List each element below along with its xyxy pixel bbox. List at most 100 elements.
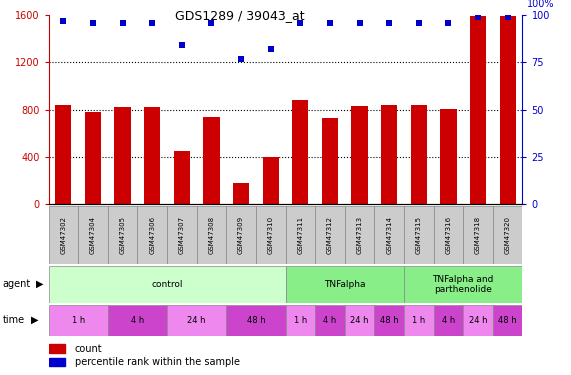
Bar bbox=[493, 206, 522, 264]
Bar bbox=[286, 266, 404, 303]
Bar bbox=[315, 305, 345, 336]
Point bbox=[266, 46, 275, 52]
Point bbox=[89, 20, 98, 26]
Bar bbox=[203, 117, 220, 204]
Bar bbox=[286, 305, 315, 336]
Bar bbox=[49, 358, 65, 366]
Bar bbox=[108, 206, 138, 264]
Bar bbox=[500, 16, 516, 204]
Text: GSM47309: GSM47309 bbox=[238, 216, 244, 254]
Bar bbox=[167, 305, 226, 336]
Bar bbox=[292, 100, 308, 204]
Bar bbox=[433, 305, 463, 336]
Point bbox=[414, 20, 423, 26]
Text: 4 h: 4 h bbox=[442, 316, 455, 325]
Point bbox=[296, 20, 305, 26]
Bar bbox=[351, 106, 368, 204]
Bar bbox=[322, 118, 338, 204]
Point bbox=[385, 20, 394, 26]
Text: GSM47307: GSM47307 bbox=[179, 216, 185, 254]
Text: 1 h: 1 h bbox=[412, 316, 425, 325]
Text: 100%: 100% bbox=[527, 0, 554, 9]
Text: ▶: ▶ bbox=[36, 279, 43, 289]
Bar bbox=[404, 266, 522, 303]
Point bbox=[355, 20, 364, 26]
Point bbox=[503, 14, 512, 20]
Bar bbox=[49, 206, 78, 264]
Text: GSM47314: GSM47314 bbox=[386, 216, 392, 254]
Bar bbox=[411, 105, 427, 204]
Point bbox=[59, 18, 68, 24]
Point bbox=[118, 20, 127, 26]
Bar bbox=[440, 108, 457, 204]
Point bbox=[473, 14, 482, 20]
Bar bbox=[463, 305, 493, 336]
Point bbox=[236, 56, 246, 62]
Text: 24 h: 24 h bbox=[469, 316, 487, 325]
Text: 48 h: 48 h bbox=[380, 316, 399, 325]
Text: 48 h: 48 h bbox=[498, 316, 517, 325]
Bar bbox=[78, 206, 108, 264]
Point bbox=[177, 42, 186, 48]
Bar bbox=[315, 206, 345, 264]
Bar bbox=[263, 157, 279, 204]
Text: GSM47308: GSM47308 bbox=[208, 216, 215, 254]
Bar bbox=[108, 305, 167, 336]
Text: percentile rank within the sample: percentile rank within the sample bbox=[75, 357, 240, 367]
Point bbox=[325, 20, 335, 26]
Text: GSM47304: GSM47304 bbox=[90, 216, 96, 254]
Bar bbox=[114, 107, 131, 204]
Text: agent: agent bbox=[3, 279, 31, 289]
Text: GSM47310: GSM47310 bbox=[268, 216, 274, 254]
Text: 1 h: 1 h bbox=[293, 316, 307, 325]
Text: TNFalpha: TNFalpha bbox=[324, 280, 365, 289]
Bar bbox=[226, 305, 286, 336]
Bar bbox=[233, 183, 249, 204]
Point bbox=[207, 20, 216, 26]
Bar bbox=[174, 151, 190, 204]
Bar bbox=[381, 105, 397, 204]
Bar bbox=[49, 344, 65, 353]
Text: GSM47305: GSM47305 bbox=[119, 216, 126, 254]
Point bbox=[148, 20, 157, 26]
Text: 1 h: 1 h bbox=[71, 316, 85, 325]
Text: GDS1289 / 39043_at: GDS1289 / 39043_at bbox=[175, 9, 305, 22]
Text: TNFalpha and
parthenolide: TNFalpha and parthenolide bbox=[433, 274, 494, 294]
Bar bbox=[49, 305, 108, 336]
Text: GSM47316: GSM47316 bbox=[445, 216, 452, 254]
Text: GSM47313: GSM47313 bbox=[356, 216, 363, 254]
Text: control: control bbox=[151, 280, 183, 289]
Text: ▶: ▶ bbox=[31, 315, 39, 325]
Bar bbox=[375, 305, 404, 336]
Point bbox=[444, 20, 453, 26]
Text: count: count bbox=[75, 344, 102, 354]
Bar bbox=[167, 206, 196, 264]
Text: GSM47311: GSM47311 bbox=[297, 216, 303, 254]
Text: GSM47320: GSM47320 bbox=[505, 216, 510, 254]
Text: 24 h: 24 h bbox=[187, 316, 206, 325]
Text: GSM47302: GSM47302 bbox=[61, 216, 66, 254]
Bar bbox=[470, 16, 486, 204]
Bar bbox=[144, 107, 160, 204]
Text: 4 h: 4 h bbox=[323, 316, 336, 325]
Bar bbox=[226, 206, 256, 264]
Text: 4 h: 4 h bbox=[131, 316, 144, 325]
Bar bbox=[493, 305, 522, 336]
Bar bbox=[286, 206, 315, 264]
Bar bbox=[55, 105, 71, 204]
Text: GSM47318: GSM47318 bbox=[475, 216, 481, 254]
Bar bbox=[463, 206, 493, 264]
Bar bbox=[256, 206, 286, 264]
Text: time: time bbox=[3, 315, 25, 325]
Bar bbox=[433, 206, 463, 264]
Text: 48 h: 48 h bbox=[247, 316, 265, 325]
Text: GSM47315: GSM47315 bbox=[416, 216, 422, 254]
Bar bbox=[375, 206, 404, 264]
Bar bbox=[138, 206, 167, 264]
Bar bbox=[345, 305, 375, 336]
Bar bbox=[404, 206, 433, 264]
Bar bbox=[196, 206, 226, 264]
Bar bbox=[85, 112, 101, 204]
Text: GSM47312: GSM47312 bbox=[327, 216, 333, 254]
Bar bbox=[345, 206, 375, 264]
